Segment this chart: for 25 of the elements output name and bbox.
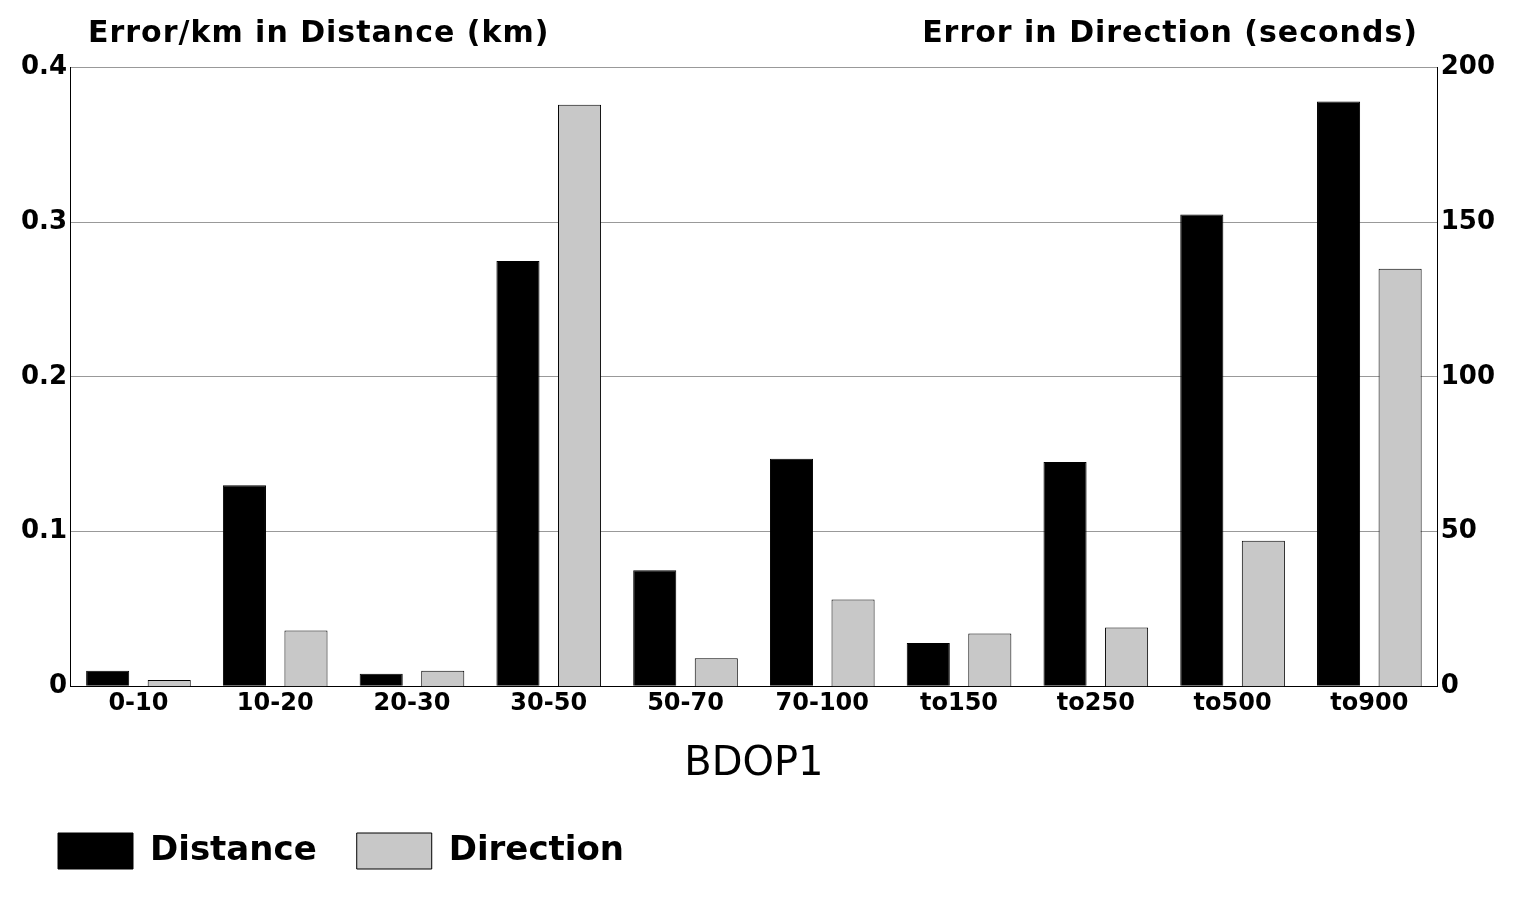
x-tick-label: to150 [920, 687, 999, 716]
y2-tick-label: 100 [1440, 359, 1496, 390]
y2-tick-label: 0 [1440, 668, 1459, 699]
legend-label: Direction [448, 827, 625, 868]
x-tick-label: to250 [1056, 687, 1135, 716]
y-tick-label: 0.3 [21, 205, 68, 235]
x-tick-label: 0-10 [108, 687, 169, 716]
x-tick-label: 30-50 [510, 687, 588, 716]
y2-tick-label: 200 [1440, 50, 1496, 81]
x-tick-label: to900 [1330, 687, 1409, 716]
x-tick-label: 50-70 [647, 687, 724, 716]
y-tick-label: 0.2 [21, 359, 68, 390]
x-tick-label: to500 [1193, 687, 1272, 716]
legend-label: Distance [150, 827, 317, 868]
x-tick-label: 70-100 [775, 687, 870, 716]
y2-tick-label: 50 [1440, 514, 1477, 545]
x-tick-label: 10-20 [236, 687, 314, 716]
x-axis-title: BDOP1 [684, 738, 824, 785]
x-tick-label: 20-30 [373, 687, 451, 716]
y-tick-label: 0 [48, 668, 68, 699]
y-tick-label: 0.1 [21, 514, 68, 545]
y-axis-title: Error/km in Distance (km) [88, 14, 550, 49]
y-tick-label: 0.4 [21, 50, 68, 81]
y2-tick-label: 150 [1440, 205, 1496, 235]
y2-axis-title: Error in Direction (seconds) [922, 14, 1418, 49]
